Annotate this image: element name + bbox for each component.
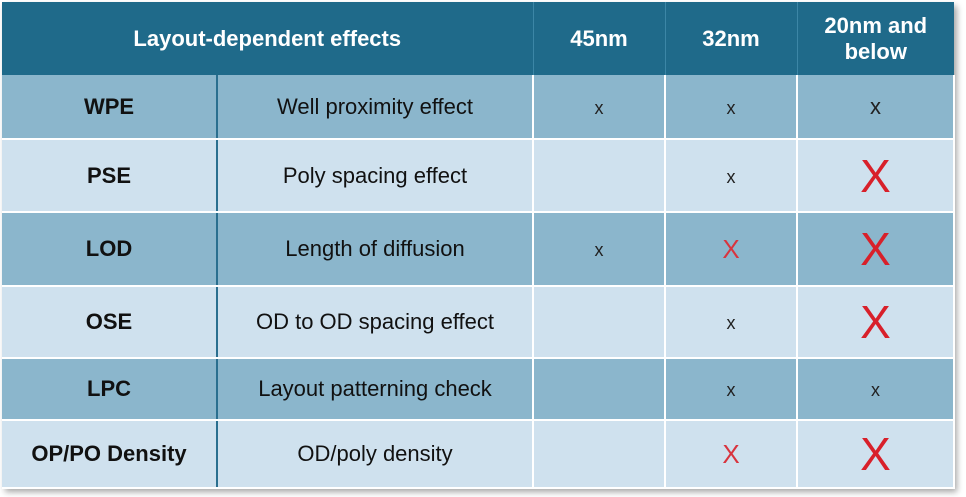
header-20nm: 20nm and below (797, 2, 955, 75)
cell-45nm (533, 358, 667, 421)
row-abbr: OSE (2, 286, 218, 359)
mark-20nm: x (870, 93, 882, 119)
cell-20nm: X (797, 139, 956, 213)
table-row: OP/PO Density OD/poly density X X (2, 420, 956, 489)
mark-20nm: x (871, 380, 881, 400)
table-row: LPC Layout patterning check x x (2, 358, 956, 421)
cell-45nm (533, 139, 667, 213)
header-45nm: 45nm (533, 2, 666, 75)
table-row: WPE Well proximity effect x x x (2, 75, 956, 140)
header-effects: Layout-dependent effects (2, 2, 534, 75)
header-32nm: 32nm (665, 2, 798, 75)
row-abbr: PSE (2, 139, 218, 213)
mark-32nm: X (722, 438, 740, 469)
row-abbr: LOD (2, 212, 218, 287)
cell-45nm: x (533, 75, 667, 140)
mark-45nm: x (594, 97, 604, 118)
mark-20nm: X (860, 428, 891, 480)
mark-32nm: x (726, 166, 736, 187)
cell-32nm: x (665, 358, 799, 421)
cell-20nm: X (797, 420, 956, 489)
header-row: Layout-dependent effects 45nm 32nm 20nm … (2, 2, 955, 75)
mark-32nm: x (726, 380, 736, 400)
mark-20nm: X (860, 296, 891, 348)
cell-45nm: x (533, 212, 667, 287)
row-name: OD/poly density (217, 420, 535, 489)
cell-32nm: X (665, 420, 799, 489)
cell-32nm: x (665, 286, 799, 359)
mark-45nm: x (594, 240, 604, 260)
row-name: Poly spacing effect (217, 139, 535, 213)
cell-32nm: x (665, 139, 799, 213)
row-abbr: OP/PO Density (2, 420, 218, 489)
cell-20nm: X (797, 212, 956, 287)
cell-32nm: x (665, 75, 799, 140)
mark-32nm: x (726, 97, 736, 118)
cell-45nm (533, 420, 667, 489)
row-name: OD to OD spacing effect (217, 286, 535, 359)
cell-45nm (533, 286, 667, 359)
table-row: LOD Length of diffusion x X X (2, 212, 956, 287)
row-name: Length of diffusion (217, 212, 535, 287)
row-abbr: LPC (2, 358, 218, 421)
effects-table-frame: Layout-dependent effects 45nm 32nm 20nm … (2, 2, 956, 489)
layout-effects-table: Layout-dependent effects 45nm 32nm 20nm … (2, 2, 956, 489)
mark-20nm: X (860, 149, 891, 202)
mark-20nm: X (860, 223, 891, 275)
row-abbr: WPE (2, 75, 218, 140)
table-row: PSE Poly spacing effect x X (2, 139, 956, 213)
cell-20nm: x (797, 358, 956, 421)
cell-20nm: x (797, 75, 956, 140)
mark-32nm: x (726, 313, 736, 333)
table-row: OSE OD to OD spacing effect x X (2, 286, 956, 359)
mark-32nm: X (722, 233, 740, 264)
cell-20nm: X (797, 286, 956, 359)
header-20nm-line2: below (844, 38, 907, 64)
row-name: Well proximity effect (217, 75, 535, 140)
row-name: Layout patterning check (217, 358, 535, 421)
cell-32nm: X (665, 212, 799, 287)
header-20nm-line1: 20nm and (824, 13, 928, 39)
